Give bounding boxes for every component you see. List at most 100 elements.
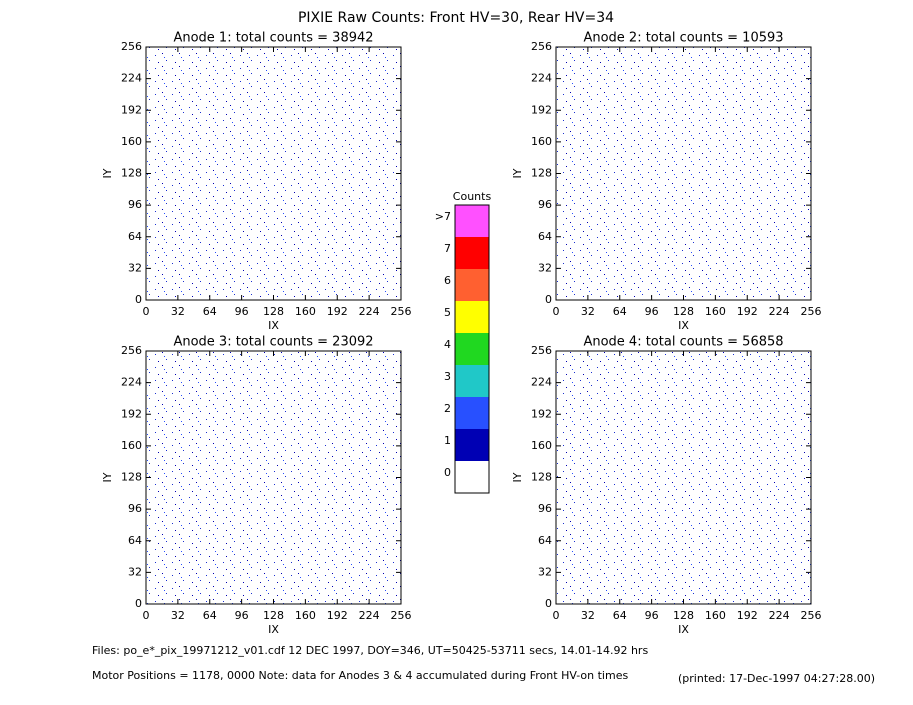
y-axis-label: IY: [511, 472, 524, 482]
y-tick-label: 192: [121, 103, 142, 116]
x-tick-label: 32: [581, 305, 595, 318]
y-tick-label: 224: [531, 376, 552, 389]
x-tick-label: 64: [203, 609, 217, 622]
motor-note: Motor Positions = 1178, 0000 Note: data …: [92, 669, 628, 682]
colorbar-label: 2: [444, 402, 451, 415]
colorbar-cell: [455, 205, 489, 237]
x-tick-label: 224: [769, 609, 790, 622]
y-tick-label: 0: [135, 293, 142, 306]
colorbar-label: 4: [444, 338, 451, 351]
colorbar-cell: [455, 333, 489, 365]
panel-title: Anode 3: total counts = 23092: [173, 335, 373, 350]
y-tick-label: 64: [128, 230, 142, 243]
x-tick-label: 160: [295, 609, 316, 622]
colorbar-cell: [455, 365, 489, 397]
plot-area: [145, 350, 402, 605]
y-tick-label: 256: [121, 344, 142, 357]
x-tick-label: 96: [235, 305, 249, 318]
y-tick-label: 256: [531, 344, 552, 357]
y-axis-label: IY: [101, 168, 114, 178]
y-tick-label: 96: [538, 502, 552, 515]
x-tick-label: 224: [359, 305, 380, 318]
x-tick-label: 224: [359, 609, 380, 622]
y-tick-label: 128: [531, 167, 552, 180]
y-tick-label: 192: [121, 407, 142, 420]
x-tick-label: 96: [235, 609, 249, 622]
x-tick-label: 160: [705, 609, 726, 622]
y-tick-label: 192: [531, 103, 552, 116]
y-tick-label: 128: [121, 167, 142, 180]
x-tick-label: 32: [171, 305, 185, 318]
y-axis-label: IY: [101, 472, 114, 482]
page-title: PIXIE Raw Counts: Front HV=30, Rear HV=3…: [298, 10, 614, 26]
x-tick-label: 256: [391, 609, 412, 622]
colorbar-label: 5: [444, 306, 451, 319]
x-tick-label: 32: [581, 609, 595, 622]
x-tick-label: 0: [553, 609, 560, 622]
x-tick-label: 256: [391, 305, 412, 318]
colorbar-cell: [455, 397, 489, 429]
y-tick-label: 192: [531, 407, 552, 420]
x-tick-label: 32: [171, 609, 185, 622]
colorbar-label: >7: [435, 210, 451, 223]
x-tick-label: 224: [769, 305, 790, 318]
x-tick-label: 192: [327, 305, 348, 318]
y-tick-label: 32: [538, 565, 552, 578]
colorbar-label: 7: [444, 242, 451, 255]
x-tick-label: 0: [143, 305, 150, 318]
colorbar-cell: [455, 269, 489, 301]
panel-title: Anode 4: total counts = 56858: [583, 335, 783, 350]
y-tick-label: 224: [121, 72, 142, 85]
printed-note: (printed: 17-Dec-1997 04:27:28.00): [678, 672, 875, 685]
y-tick-label: 160: [531, 135, 552, 148]
x-tick-label: 96: [645, 609, 659, 622]
colorbar-label: 6: [444, 274, 451, 287]
y-tick-label: 0: [135, 597, 142, 610]
y-tick-label: 224: [531, 72, 552, 85]
x-tick-label: 160: [295, 305, 316, 318]
colorbar-cell: [455, 461, 489, 493]
x-tick-label: 256: [801, 305, 822, 318]
y-tick-label: 64: [128, 534, 142, 547]
x-tick-label: 96: [645, 305, 659, 318]
x-tick-label: 128: [263, 305, 284, 318]
x-tick-label: 0: [143, 609, 150, 622]
colorbar-frame: [454, 204, 490, 494]
colorbar-label: 1: [444, 434, 451, 447]
y-tick-label: 256: [531, 40, 552, 53]
y-tick-label: 160: [531, 439, 552, 452]
y-tick-label: 32: [128, 261, 142, 274]
y-tick-label: 0: [545, 293, 552, 306]
y-axis-label: IY: [511, 168, 524, 178]
x-tick-label: 128: [673, 609, 694, 622]
x-tick-label: 160: [705, 305, 726, 318]
y-tick-label: 32: [128, 565, 142, 578]
x-tick-label: 128: [263, 609, 284, 622]
colorbar-label: 3: [444, 370, 451, 383]
x-tick-label: 64: [613, 305, 627, 318]
y-tick-label: 160: [121, 439, 142, 452]
x-tick-label: 192: [737, 305, 758, 318]
x-axis-label: IX: [268, 319, 279, 332]
x-axis-label: IX: [678, 319, 689, 332]
y-tick-label: 0: [545, 597, 552, 610]
x-tick-label: 64: [613, 609, 627, 622]
plot-area: [555, 46, 812, 301]
y-tick-label: 256: [121, 40, 142, 53]
x-tick-label: 256: [801, 609, 822, 622]
y-tick-label: 128: [121, 471, 142, 484]
x-axis-label: IX: [268, 623, 279, 636]
x-tick-label: 192: [737, 609, 758, 622]
y-tick-label: 128: [531, 471, 552, 484]
x-tick-label: 192: [327, 609, 348, 622]
colorbar-cell: [455, 237, 489, 269]
x-tick-label: 0: [553, 305, 560, 318]
colorbar-cell: [455, 301, 489, 333]
y-tick-label: 32: [538, 261, 552, 274]
panel-title: Anode 2: total counts = 10593: [583, 31, 783, 46]
y-tick-label: 96: [128, 502, 142, 515]
colorbar-label: 0: [444, 466, 451, 479]
y-tick-label: 96: [538, 198, 552, 211]
panel-title: Anode 1: total counts = 38942: [173, 31, 373, 46]
